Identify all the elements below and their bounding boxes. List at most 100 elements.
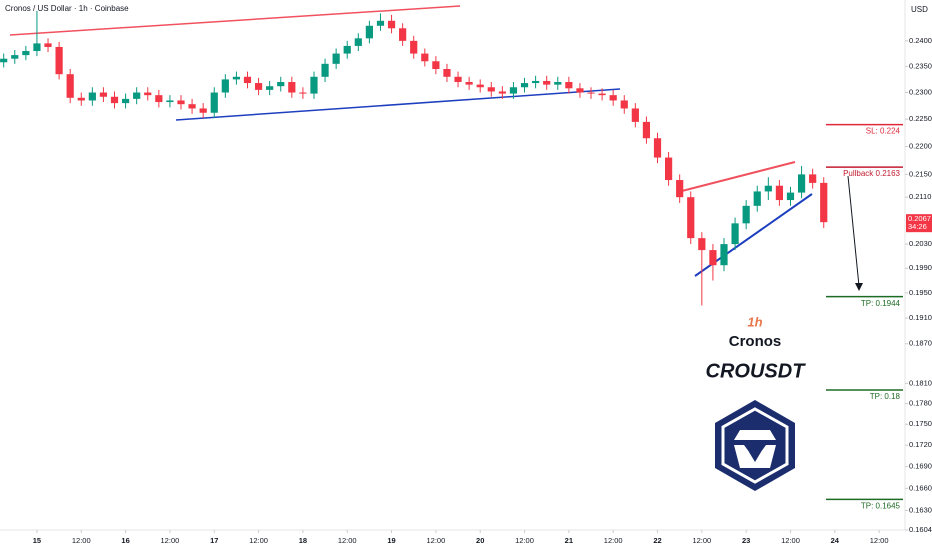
candle-body: [243, 76, 252, 84]
candle-body: [99, 92, 108, 97]
candle-body: [254, 83, 263, 90]
candle-body: [166, 100, 174, 103]
candle-body: [576, 88, 584, 93]
candle-body: [110, 96, 119, 104]
candle-body: [664, 157, 673, 181]
y-tick-label: 0.1604: [909, 525, 932, 534]
x-tick-label: 21: [565, 536, 573, 545]
candle-body: [731, 223, 739, 245]
x-tick-label: 22: [653, 536, 661, 545]
candle-body: [443, 69, 451, 77]
projection-arrow: [847, 175, 860, 287]
x-tick-label: 12:00: [426, 536, 445, 545]
watermark-name: Cronos: [729, 333, 782, 350]
candles: [0, 10, 828, 306]
candle-body: [133, 92, 141, 99]
candle-body: [121, 98, 130, 104]
candle-body: [753, 191, 761, 206]
x-tick-label: 12:00: [338, 536, 357, 545]
y-tick-label: 0.1660: [909, 483, 932, 492]
x-tick-label: 18: [299, 536, 307, 545]
candle-body: [598, 93, 606, 96]
level-label: Pullback 0.2163: [843, 169, 900, 178]
candle-body: [299, 92, 307, 94]
candle-body: [764, 185, 772, 192]
y-tick-label: 0.1690: [909, 462, 932, 471]
x-tick-label: 12:00: [604, 536, 623, 545]
watermark-interval: 1h: [747, 314, 762, 329]
x-tick-label: 12:00: [249, 536, 268, 545]
y-tick-label: 0.1910: [909, 313, 932, 322]
x-tick-label: 23: [742, 536, 750, 545]
candle-body: [266, 86, 274, 90]
candle-body: [421, 53, 429, 62]
candle-body: [498, 91, 506, 94]
level-label: TP: 0.1944: [861, 299, 901, 308]
candle-body: [33, 43, 41, 52]
candle-body: [77, 97, 85, 101]
candle-body: [177, 100, 185, 105]
logo-hexagon: [715, 400, 795, 491]
level-label: TP: 0.1645: [861, 501, 901, 510]
chart-title: Cronos / US Dollar · 1h · Coinbase: [5, 4, 129, 13]
y-tick-label: 0.2300: [909, 88, 932, 97]
x-tick-label: 15: [33, 536, 41, 545]
candle-body: [332, 53, 340, 64]
x-tick-label: 12:00: [692, 536, 711, 545]
level-label: TP: 0.18: [870, 392, 901, 401]
candle-body: [399, 28, 407, 41]
y-tick-label: 0.1870: [909, 339, 932, 348]
y-tick-label: 0.2030: [909, 239, 932, 248]
candle-body: [44, 43, 52, 47]
candle-body: [144, 92, 152, 96]
countdown-label: 34:26: [908, 222, 927, 231]
candle-body: [22, 51, 30, 56]
y-tick-label: 0.1720: [909, 440, 932, 449]
candle-body: [631, 108, 639, 122]
candle-body: [487, 87, 495, 92]
candle-body: [709, 250, 717, 266]
candle-body: [554, 82, 562, 85]
candle-body: [797, 174, 806, 193]
candle-body: [520, 83, 529, 88]
candle-body: [232, 76, 241, 80]
x-tick-label: 12:00: [781, 536, 800, 545]
y-tick-label: 0.2250: [909, 114, 932, 123]
candle-body: [565, 82, 573, 89]
x-tick-label: 12:00: [515, 536, 534, 545]
candle-body: [820, 182, 828, 223]
last-price-label: 0.2067: [908, 214, 931, 223]
candle-body: [88, 92, 96, 101]
candle-body: [543, 80, 551, 85]
candle-body: [698, 238, 706, 251]
x-tick-label: 24: [831, 536, 840, 545]
x-tick-label: 12:00: [870, 536, 889, 545]
candle-body: [210, 92, 218, 113]
x-tick-label: 17: [210, 536, 218, 545]
y-tick-label: 0.1780: [909, 399, 932, 408]
candle-body: [465, 82, 473, 85]
candle-body: [155, 95, 163, 103]
candle-body: [11, 55, 19, 59]
candle-body: [376, 20, 385, 26]
candle-body: [642, 121, 651, 139]
x-tick-label: 12:00: [161, 536, 180, 545]
candle-body: [0, 58, 8, 63]
arrow-head: [855, 283, 863, 291]
candle-body: [476, 84, 484, 88]
candle-body: [532, 80, 540, 84]
y-tick-label: 0.2400: [909, 36, 932, 45]
x-tick-label: 16: [121, 536, 129, 545]
wedge-upper: [677, 161, 796, 193]
candle-body: [365, 25, 373, 39]
currency-label: USD: [911, 5, 928, 14]
candle-body: [354, 38, 362, 46]
candle-body: [188, 104, 196, 109]
candle-body: [66, 74, 74, 98]
level-label: SL: 0.224: [866, 127, 901, 136]
y-tick-label: 0.1950: [909, 288, 932, 297]
candle-body: [343, 45, 351, 54]
candle-body: [653, 138, 662, 158]
candle-body: [620, 100, 628, 109]
